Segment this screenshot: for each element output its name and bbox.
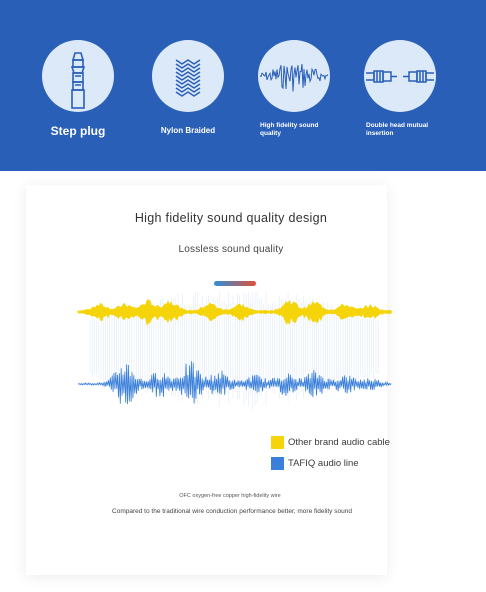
legend-label: TAFIQ audio line	[288, 458, 359, 469]
page-title: High fidelity sound quality design	[134, 211, 328, 225]
ofc-note: OFC oxygen-free copper high-fidelity wir…	[179, 493, 281, 499]
tafiq-waveform	[77, 361, 392, 405]
feature-hifi-sound: High fidelity sound quality	[254, 40, 334, 138]
legend-tafiq: TAFIQ audio line	[271, 457, 359, 470]
nylon-braid-icon	[152, 40, 224, 112]
legend-swatch-blue	[271, 457, 284, 470]
page-subtitle: Lossless sound quality	[178, 244, 284, 255]
step-plug-icon	[42, 40, 114, 112]
comparison-note: Compared to the traditional wire conduct…	[112, 508, 352, 515]
legend-other-brand: Other brand audio cable	[271, 436, 390, 449]
accent-divider	[214, 281, 256, 286]
legend-swatch-yellow	[271, 436, 284, 449]
feature-label: Step plug	[50, 124, 106, 138]
waveform-comparison	[77, 292, 392, 410]
legend-label: Other brand audio cable	[288, 437, 390, 448]
other-brand-waveform	[77, 299, 392, 326]
double-head-connector-icon	[364, 40, 436, 112]
feature-label: Double head mutual insertion	[366, 122, 429, 137]
feature-label: High fidelity sound quality	[260, 122, 319, 137]
feature-step-plug: Step plug	[38, 40, 118, 138]
feature-nylon-braided: Nylon Braided	[148, 40, 228, 136]
feature-double-head: Double head mutual insertion	[360, 40, 440, 138]
soundwave-icon	[258, 40, 330, 112]
feature-label: Nylon Braided	[160, 126, 216, 135]
